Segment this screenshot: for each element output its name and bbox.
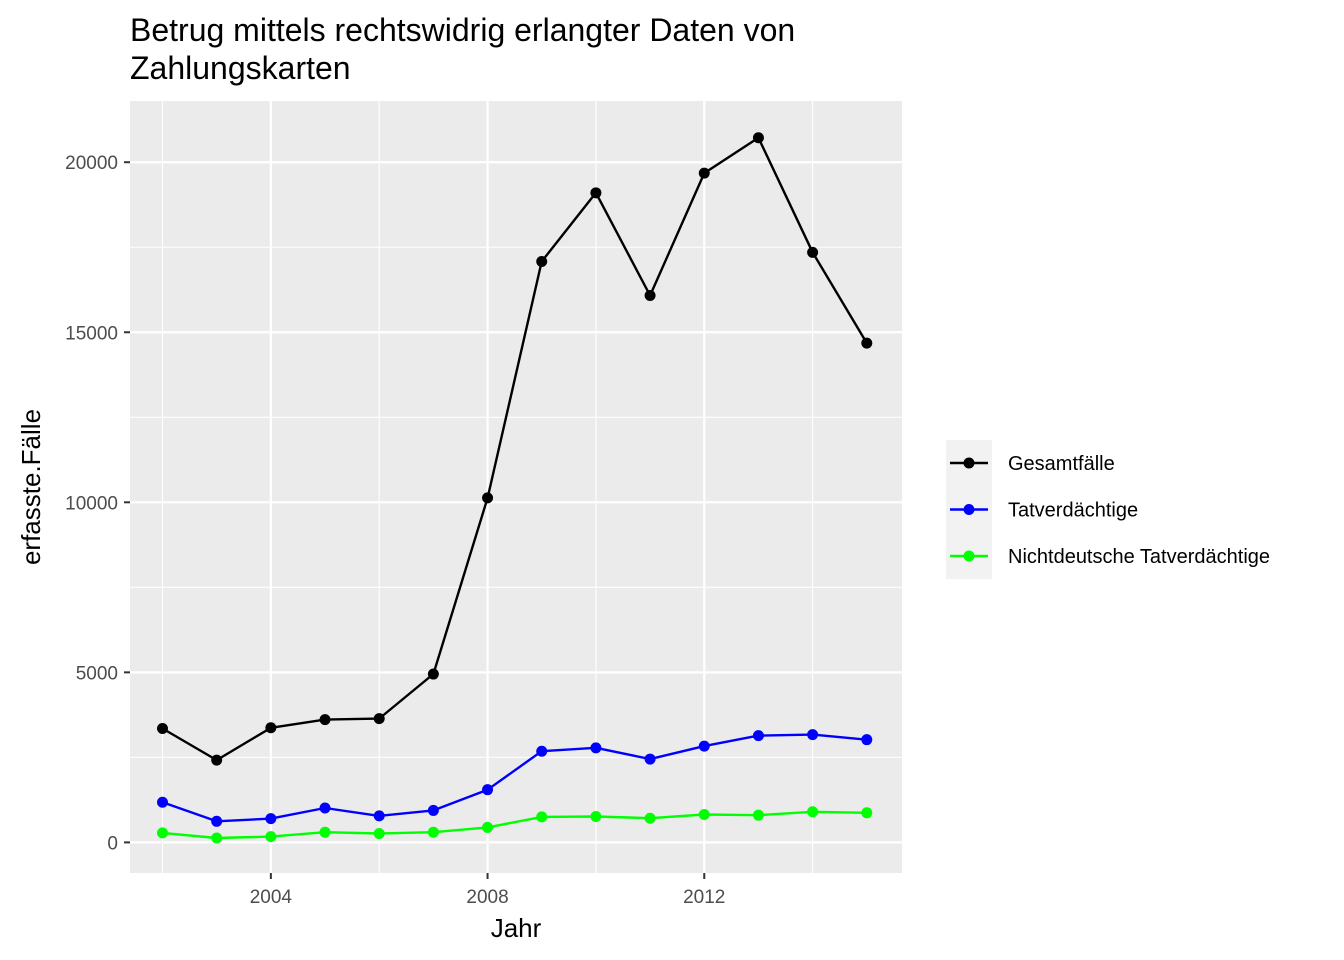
data-point: [211, 815, 223, 827]
data-point: [807, 246, 819, 258]
y-tick-label: 0: [107, 833, 118, 854]
data-point: [536, 811, 548, 823]
y-axis-title: erfasste.Fälle: [16, 409, 46, 565]
legend-label: Tatverdächtige: [1008, 500, 1138, 522]
data-point: [698, 809, 710, 821]
data-point: [807, 806, 819, 818]
data-point: [590, 742, 602, 754]
grid-minor: [130, 101, 902, 873]
data-point: [265, 813, 277, 825]
data-point: [265, 831, 277, 843]
data-point: [373, 713, 385, 725]
chart-title-line-2: Zahlungskarten: [130, 50, 351, 86]
data-point: [752, 730, 764, 742]
series-line: [161, 136, 868, 762]
data-point: [752, 132, 764, 144]
data-point: [698, 167, 710, 179]
data-point: [590, 811, 602, 823]
data-point: [319, 802, 331, 814]
x-tick-label: 2008: [466, 887, 508, 908]
y-axis: 0 5000 10000 15000 20000: [65, 153, 130, 854]
y-tick-label: 5000: [76, 663, 118, 684]
series-line: [162, 810, 867, 840]
data-point: [861, 337, 873, 349]
series-line: [162, 733, 867, 823]
data-point: [265, 722, 277, 734]
data-point: [373, 828, 385, 840]
data-point: [211, 832, 223, 844]
chart-title-line-1: Betrug mittels rechtswidrig erlangter Da…: [130, 12, 795, 48]
y-tick-label: 20000: [65, 153, 118, 174]
data-point: [807, 729, 819, 741]
data-point: [319, 826, 331, 838]
data-point: [644, 290, 656, 302]
data-point: [211, 754, 223, 766]
data-point: [861, 734, 873, 746]
legend-label: Nichtdeutsche Tatverdächtige: [1008, 546, 1270, 568]
data-point: [536, 745, 548, 757]
data-point: [698, 740, 710, 752]
data-point: [319, 714, 331, 726]
x-axis-title: Jahr: [491, 913, 542, 943]
data-point: [427, 668, 439, 680]
data-point: [644, 753, 656, 765]
legend: Gesamtfälle Tatverdächtige Nichtdeutsche T…: [946, 440, 1270, 579]
legend-key-point: [963, 550, 975, 562]
data-point: [861, 807, 873, 819]
data-point: [752, 809, 764, 821]
legend-label: Gesamtfälle: [1008, 453, 1115, 475]
data-point: [482, 821, 494, 833]
x-axis: 2004 2008 2012: [250, 873, 725, 908]
data-point: [373, 810, 385, 822]
series-layer: [157, 132, 873, 844]
data-point: [427, 826, 439, 838]
data-point: [157, 722, 169, 734]
x-tick-label: 2004: [250, 887, 293, 908]
data-point: [644, 812, 656, 824]
plot-panel: [130, 101, 902, 873]
data-point: [590, 187, 602, 199]
data-point: [482, 784, 494, 796]
data-point: [157, 827, 169, 839]
legend-key-point: [963, 457, 975, 469]
data-point: [536, 256, 548, 268]
y-tick-label: 15000: [65, 323, 118, 344]
data-point: [427, 804, 439, 816]
data-point: [482, 492, 494, 504]
x-tick-label: 2012: [683, 887, 725, 908]
legend-key-point: [963, 504, 975, 515]
data-point: [157, 796, 169, 808]
y-tick-label: 10000: [65, 493, 118, 514]
